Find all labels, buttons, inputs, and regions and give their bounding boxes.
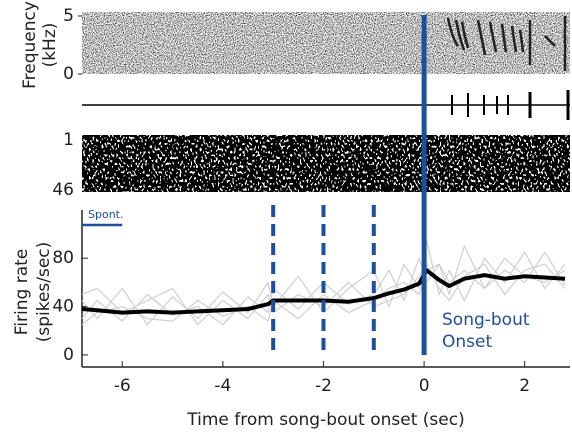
y-tick-label: 0 [63,345,74,365]
series-line [81,263,566,326]
y-axis-label: Firing rate [12,249,32,335]
y-tick-label: 80 [52,248,74,268]
series-line [81,268,566,315]
x-tick-label: 2 [519,376,530,396]
series-line [81,239,566,326]
y-tick-label: 46 [52,180,74,200]
annotation: Onset [442,332,492,352]
annotation: Song-bout [442,310,530,330]
firing-rate-chart [81,210,570,368]
y-tick-label: 40 [52,297,74,317]
spectrogram [82,12,570,74]
waveform [82,90,570,120]
y-tick-label: 1 [63,130,74,150]
raster [82,135,570,192]
x-tick-label: -4 [214,376,231,396]
y-tick-label: 0 [63,64,74,84]
spectrogram-ylabel: Frequency [20,1,40,89]
y-axis-label: (spikes/sec) [34,242,54,343]
x-axis-label: Time from song-bout onset (sec) [186,410,464,430]
spont-label: Spont. [88,208,123,221]
spectrogram-ylabel: (kHz) [40,23,60,68]
y-tick-label: 5 [63,6,74,26]
x-tick-label: -2 [315,376,332,396]
x-tick-label: 0 [419,376,430,396]
x-tick-label: -6 [114,376,131,396]
series-line [81,257,566,326]
